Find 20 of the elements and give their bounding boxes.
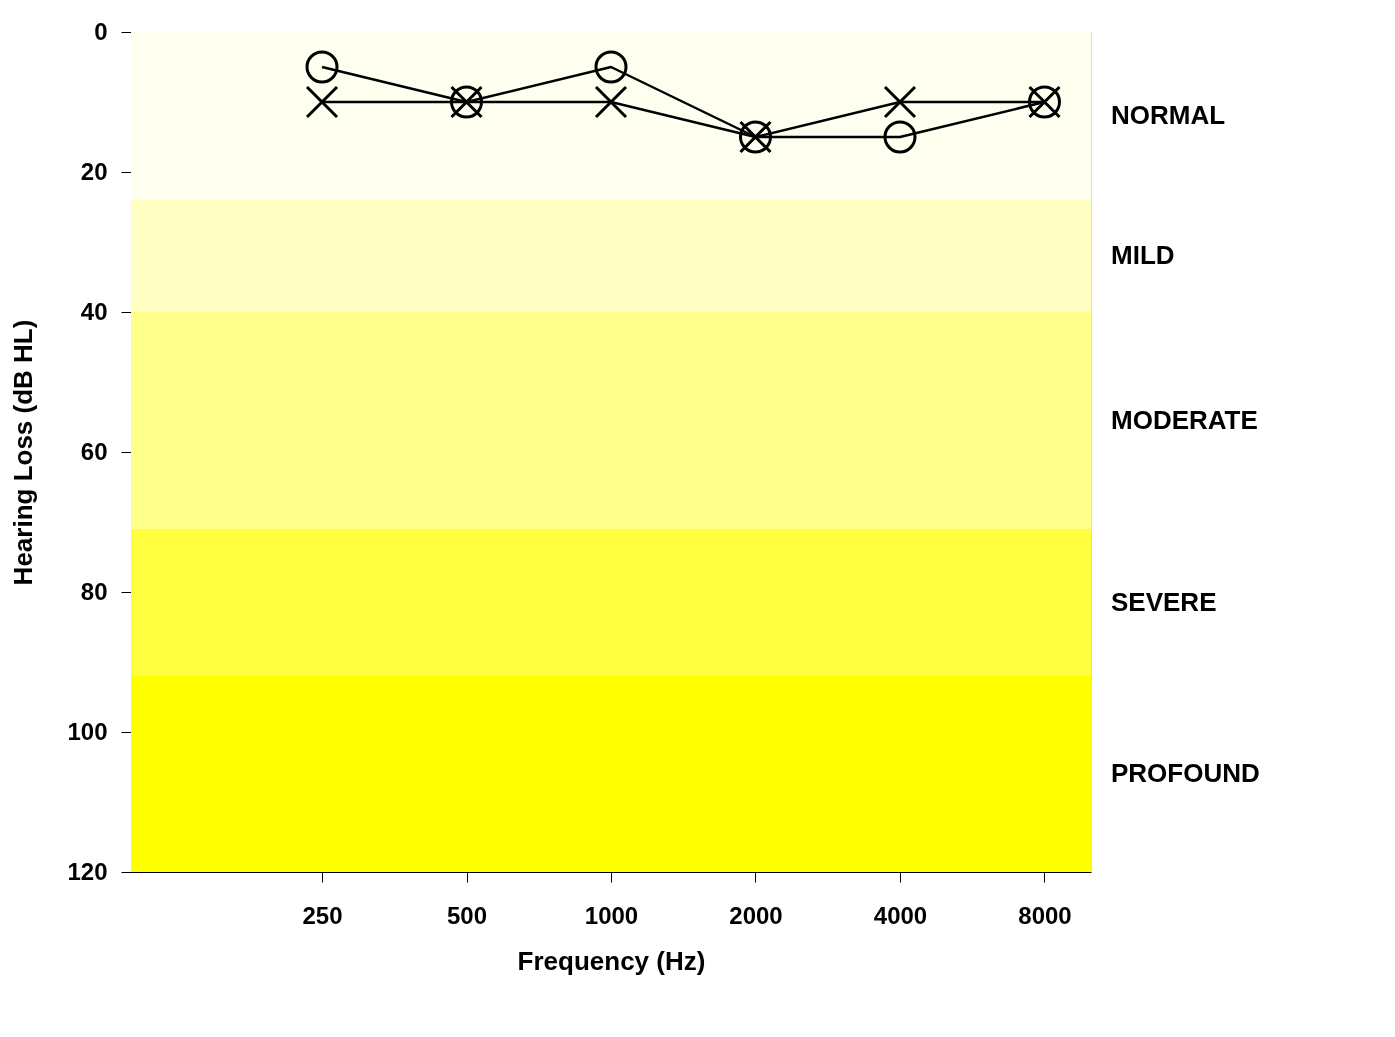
y-tick-label: 60 [80,437,108,465]
band-label: SEVERE [1111,586,1217,617]
x-tick-label: 2000 [729,901,783,929]
band-label: MODERATE [1111,404,1258,435]
y-tick-label: 40 [80,297,108,325]
x-axis-title: Frequency (Hz) [517,945,706,976]
y-tick-label: 120 [67,857,108,885]
band-label: PROFOUND [1111,758,1260,788]
y-tick-label: 100 [67,717,108,745]
y-tick-label: 20 [80,157,108,185]
x-tick-label: 4000 [873,901,928,929]
band-label: NORMAL [1111,100,1226,130]
x-tick-label: 8000 [1018,901,1072,929]
band-label: MILD [1111,240,1175,270]
x-tick-label: 1000 [584,901,639,929]
y-axis-title: Hearing Loss (dB HL) [8,319,39,586]
x-tick-label: 250 [302,901,343,929]
y-tick-label: 0 [94,17,108,45]
x-tick-label: 500 [446,901,488,929]
y-tick-label: 80 [80,577,108,605]
